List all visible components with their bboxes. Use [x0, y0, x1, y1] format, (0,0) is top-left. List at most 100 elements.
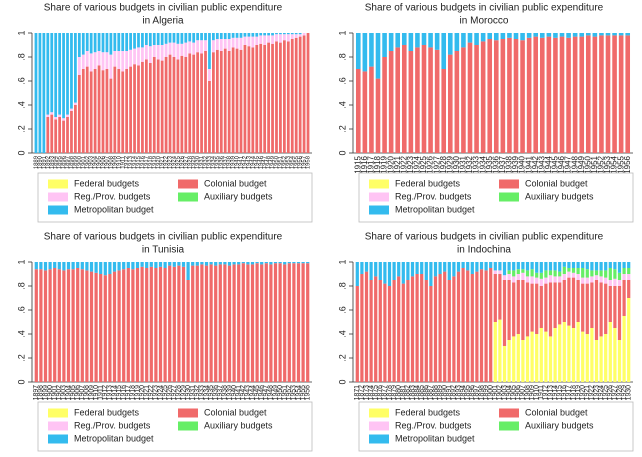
bar-segment: [512, 270, 516, 277]
x-tick-label: 1904: [65, 385, 72, 400]
bar-segment: [62, 118, 65, 121]
bar-segment: [475, 262, 479, 272]
legend-swatch: [369, 192, 389, 202]
x-tick-label: 1891: [446, 385, 453, 400]
bar-segment: [525, 336, 530, 382]
x-tick-label: 1884: [414, 385, 421, 400]
bar-segment: [117, 51, 121, 69]
bar-segment: [54, 33, 58, 117]
y-tick-label: 1: [337, 259, 347, 264]
x-tick-label: 1874: [368, 385, 375, 400]
bar-segment: [223, 262, 227, 265]
x-tick-label: 1918: [148, 155, 154, 169]
bar-segment: [46, 117, 50, 153]
bar-segment: [461, 33, 466, 48]
x-tick-label: 1913: [107, 385, 114, 400]
legend-swatch: [48, 192, 68, 202]
x-tick-label: 1926: [426, 155, 435, 173]
bar-segment: [214, 265, 218, 382]
bar-segment: [298, 33, 302, 35]
bar-segment: [301, 263, 305, 382]
bar-segment: [562, 280, 566, 322]
bar-segment: [200, 40, 203, 54]
y-tick-label: .6: [16, 77, 26, 85]
x-tick-label: 1914: [111, 385, 118, 400]
bar-segment: [507, 37, 512, 153]
bar-segment: [533, 33, 539, 37]
x-tick-label: 1913: [547, 385, 554, 400]
bar-segment: [375, 33, 381, 79]
x-tick-label: 1924: [413, 155, 422, 173]
x-tick-label: 1898: [69, 155, 75, 169]
bar-segment: [172, 266, 176, 382]
bar-segment: [164, 33, 168, 44]
bar-segment: [42, 33, 46, 153]
bar-segment: [617, 272, 622, 280]
bar-segment: [239, 37, 243, 50]
x-tick-label: 1935: [215, 155, 221, 169]
bar-segment: [271, 35, 274, 44]
bar-segment: [498, 262, 502, 271]
bar-segment: [121, 33, 125, 51]
bar-segment: [306, 263, 310, 382]
bar-segment: [273, 262, 278, 264]
bar-segment: [93, 33, 97, 53]
bar-segment: [608, 286, 612, 322]
bar-segment: [172, 42, 176, 57]
x-tick-label: 1953: [291, 385, 298, 400]
x-tick-label: 1909: [529, 385, 536, 400]
bar-segment: [212, 33, 215, 41]
bar-segment: [219, 51, 223, 153]
bar-segment: [246, 262, 250, 265]
bar-segment: [544, 262, 548, 271]
x-tick-label: 1952: [597, 155, 606, 173]
x-tick-label: 1918: [373, 155, 382, 173]
bar-segment: [54, 117, 58, 120]
x-tick-label: 1878: [386, 385, 393, 400]
bar-segment: [255, 262, 259, 264]
x-tick-label: 1922: [589, 385, 596, 400]
bar-segment: [605, 35, 611, 153]
bar-segment: [434, 49, 440, 153]
bar-segment: [247, 36, 251, 47]
bar-segment: [585, 269, 589, 278]
bar-segment: [125, 69, 129, 153]
bar-segment: [282, 34, 286, 41]
bar-segment: [546, 36, 552, 153]
x-tick-label: 1940: [518, 155, 527, 173]
bar-segment: [493, 274, 497, 322]
bar-segment: [533, 36, 539, 153]
bar-segment: [479, 269, 484, 382]
bar-segment: [461, 268, 465, 382]
bar-segment: [292, 262, 296, 264]
bar-segment: [66, 114, 69, 117]
bar-segment: [77, 57, 81, 75]
bar-segment: [85, 262, 89, 271]
bar-segment: [113, 51, 117, 67]
bar-segment: [195, 262, 199, 266]
bar-segment: [604, 334, 608, 382]
bar-segment: [355, 262, 359, 286]
bar-segment: [231, 33, 235, 38]
bar-segment: [184, 33, 188, 43]
bar-segment: [227, 33, 231, 39]
bar-segment: [360, 262, 364, 274]
bar-segment: [383, 283, 387, 382]
chart-title: in Algeria: [142, 16, 184, 27]
x-tick-label: 1907: [520, 385, 527, 400]
bar-segment: [355, 286, 359, 382]
bar-segment: [484, 262, 488, 271]
bar-segment: [470, 262, 474, 274]
x-tick-label: 1901: [81, 156, 87, 169]
x-tick-label: 1940: [231, 385, 238, 400]
x-tick-label: 1950: [583, 155, 592, 173]
bar-segment: [599, 33, 604, 36]
y-tick-label: 0: [337, 379, 347, 384]
x-tick-label: 1898: [478, 385, 485, 400]
bar-segment: [466, 262, 470, 271]
bar-segment: [176, 59, 180, 153]
x-tick-label: 1954: [290, 155, 296, 169]
bar-segment: [80, 269, 84, 382]
bar-segment: [94, 272, 98, 382]
x-tick-label: 1941: [239, 156, 245, 169]
